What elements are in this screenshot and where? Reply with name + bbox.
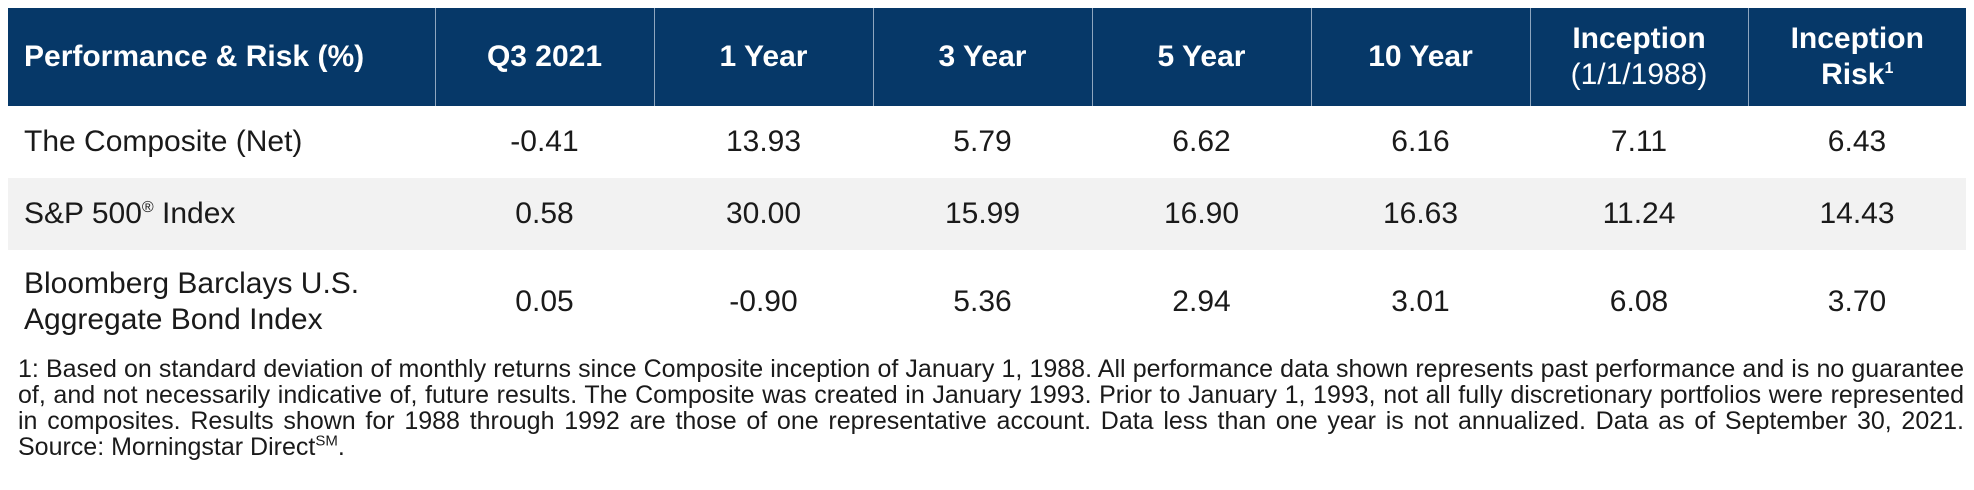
table-row: S&P 500® Index 0.58 30.00 15.99 16.90 16… [8, 178, 1966, 250]
registered-mark: ® [141, 199, 154, 216]
table-cell: 7.11 [1530, 106, 1748, 178]
table-cell: 11.24 [1530, 178, 1748, 250]
table-cell: 30.00 [654, 178, 873, 250]
table-cell: 5.79 [873, 106, 1092, 178]
header-inception: Inception (1/1/1988) [1530, 8, 1749, 106]
footnote: 1: Based on standard deviation of monthl… [18, 355, 1964, 461]
table-cell: -0.90 [654, 250, 873, 354]
table-cell: 16.63 [1311, 178, 1530, 250]
header-inception-risk: Inception Risk1 [1748, 8, 1966, 106]
row-label-sp500: S&P 500® Index [8, 178, 435, 250]
table-cell: 6.08 [1530, 250, 1748, 354]
performance-risk-table: Performance & Risk (%) Q3 2021 1 Year 3 … [8, 8, 1966, 354]
table-row: Bloomberg Barclays U.S. Aggregate Bond In… [8, 250, 1966, 354]
table-cell: 3.01 [1311, 250, 1530, 354]
header-inception-date: (1/1/1988) [1570, 58, 1708, 91]
header-risk-word: Risk [1821, 58, 1885, 91]
row-label-bloomberg-agg: Bloomberg Barclays U.S. Aggregate Bond In… [8, 250, 435, 354]
header-5-year: 5 Year [1092, 8, 1312, 106]
header-1-year: 1 Year [654, 8, 874, 106]
header-q3-2021: Q3 2021 [435, 8, 655, 106]
table-cell: 16.90 [1092, 178, 1311, 250]
table-row: The Composite (Net) -0.41 13.93 5.79 6.6… [8, 106, 1966, 178]
header-performance-risk: Performance & Risk (%) [8, 8, 436, 106]
table-cell: 5.36 [873, 250, 1092, 354]
table-cell: 0.05 [435, 250, 654, 354]
table-cell: 2.94 [1092, 250, 1311, 354]
header-3-year: 3 Year [873, 8, 1093, 106]
table-cell: 3.70 [1748, 250, 1966, 354]
row-label-composite: The Composite (Net) [8, 106, 435, 178]
table-cell: -0.41 [435, 106, 654, 178]
table-cell: 15.99 [873, 178, 1092, 250]
header-10-year: 10 Year [1311, 8, 1531, 106]
table-cell: 13.93 [654, 106, 873, 178]
table-cell: 0.58 [435, 178, 654, 250]
footnote-text: 1: Based on standard deviation of monthl… [18, 355, 1964, 461]
table-cell: 6.43 [1748, 106, 1966, 178]
header-inception-label: Inception [1572, 22, 1706, 55]
service-mark: SM [315, 432, 338, 450]
table-header-row: Performance & Risk (%) Q3 2021 1 Year 3 … [8, 8, 1966, 106]
table-cell: 6.62 [1092, 106, 1311, 178]
header-risk-footnote-mark: 1 [1884, 60, 1894, 77]
table-cell: 14.43 [1748, 178, 1966, 250]
table-cell: 6.16 [1311, 106, 1530, 178]
header-inception-risk-label: Inception [1790, 22, 1924, 55]
